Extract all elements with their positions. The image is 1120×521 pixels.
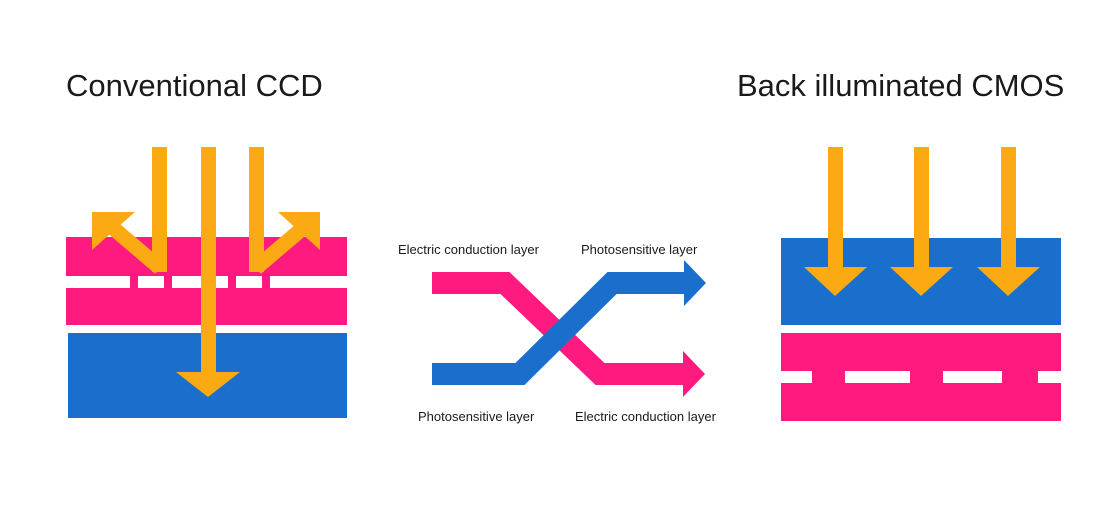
ccd-structure <box>66 147 347 418</box>
cmos-light-shaft-2 <box>914 147 929 267</box>
ccd-wire-hole-left <box>138 276 164 288</box>
cmos-light-shaft-1 <box>828 147 843 267</box>
back-illuminated-cmos-title: Back illuminated CMOS <box>737 68 1065 103</box>
layer-swap-diagram: Electric conduction layer Photosensitive… <box>398 242 717 424</box>
label-electric-conduction-layer-bottom: Electric conduction layer <box>575 409 717 424</box>
label-photosensitive-layer-top: Photosensitive layer <box>581 242 698 257</box>
cmos-wire-middle <box>910 366 943 388</box>
cmos-light-shaft-3 <box>1001 147 1016 267</box>
cmos-structure <box>781 147 1061 421</box>
cmos-light-head-3 <box>977 267 1040 296</box>
ccd-electric-conduction-layer <box>66 237 347 325</box>
label-electric-conduction-layer-top: Electric conduction layer <box>398 242 540 257</box>
cmos-electric-conduction-layer <box>781 333 1061 421</box>
ccd-wire-hole-right <box>236 276 262 288</box>
cmos-light-head-1 <box>804 267 867 296</box>
cmos-wire-right <box>1002 366 1038 388</box>
swap-arrow-photosensitive-head <box>684 260 706 306</box>
ccd-light-center-head <box>176 372 240 397</box>
ccd-light-reflect-right <box>251 222 308 274</box>
ccd-light-shaft-center <box>201 147 216 372</box>
ccd-light-arrows <box>92 147 320 397</box>
swap-arrow-photosensitive <box>432 272 686 385</box>
ccd-light-reflect-right-head <box>278 212 320 250</box>
cmos-light-arrows <box>804 147 1040 296</box>
ccd-light-reflect-left-head <box>92 212 135 250</box>
ccd-light-reflect-left <box>108 222 165 274</box>
cmos-wire-left <box>812 366 845 388</box>
cmos-light-head-2 <box>890 267 953 296</box>
ccd-light-shaft-right <box>249 147 264 272</box>
label-photosensitive-layer-bottom: Photosensitive layer <box>418 409 535 424</box>
conventional-ccd-title: Conventional CCD <box>66 68 323 103</box>
swap-arrow-electric-conduction-head <box>683 351 705 397</box>
ccd-light-shaft-left <box>152 147 167 272</box>
